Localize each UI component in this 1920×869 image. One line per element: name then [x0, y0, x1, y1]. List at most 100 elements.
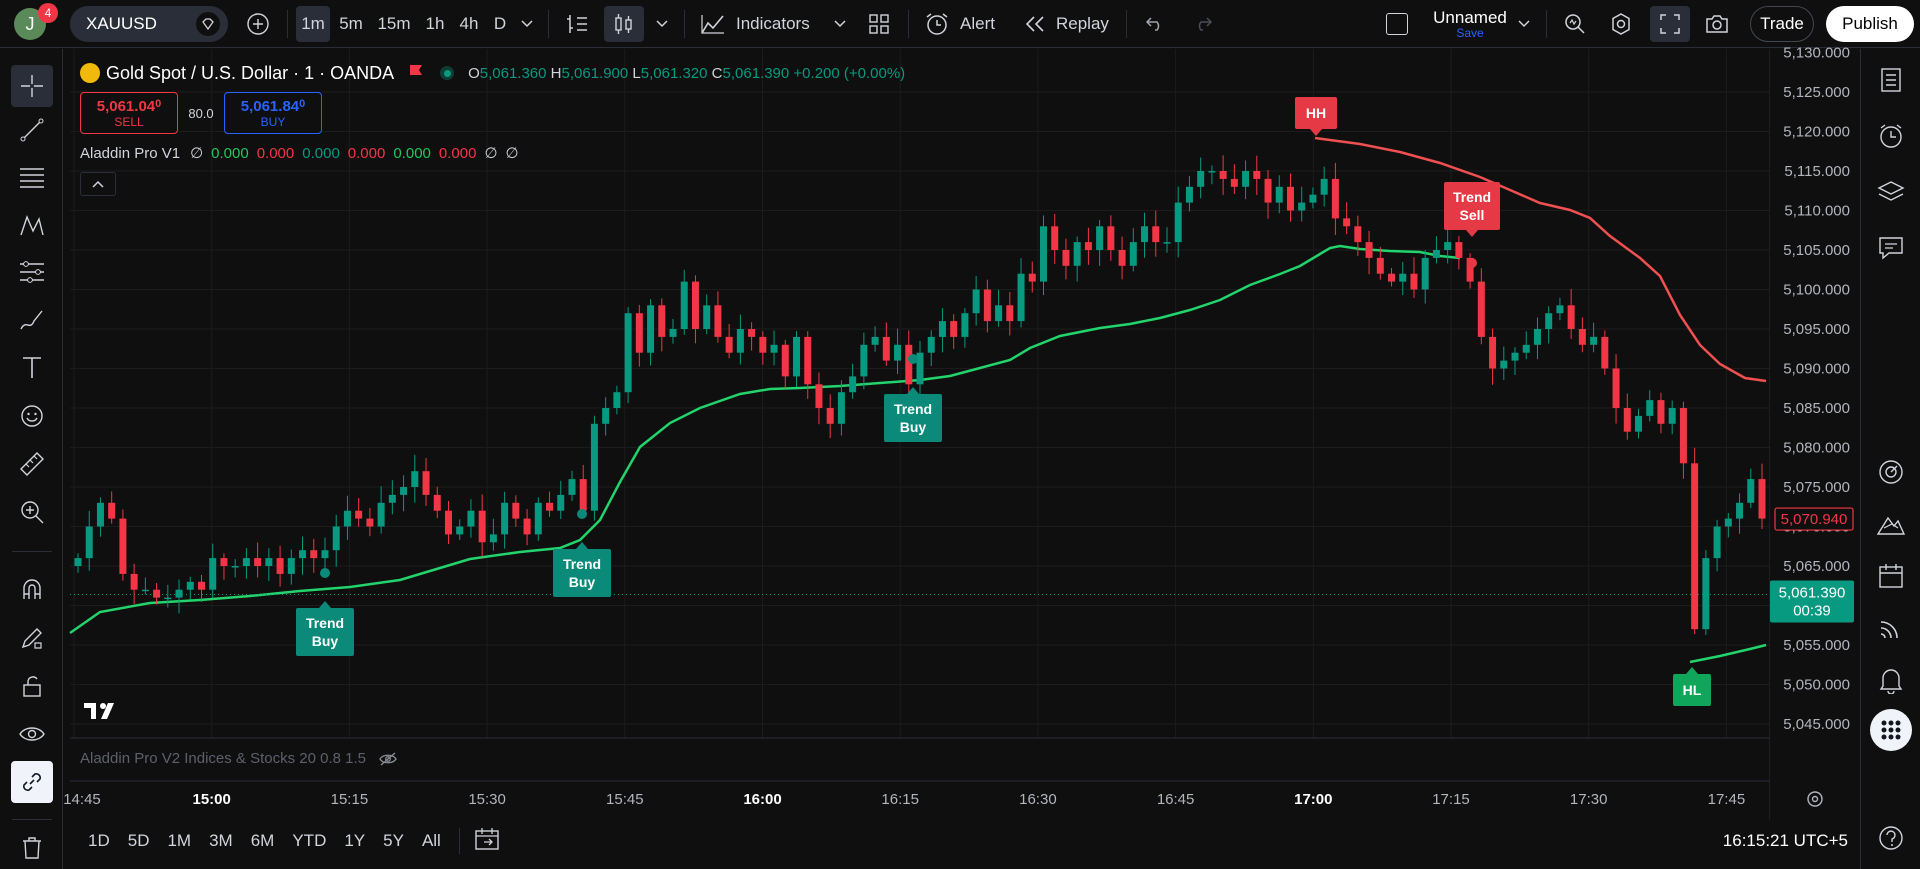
ruler-icon[interactable]: [11, 443, 53, 485]
candle-body: [1129, 242, 1137, 266]
indicators-chevron-icon[interactable]: [830, 6, 850, 42]
fib-lines-icon[interactable]: [11, 157, 53, 199]
stay-drawing-icon[interactable]: [11, 617, 53, 659]
fullscreen-icon[interactable]: [1650, 6, 1690, 42]
candle-body: [366, 518, 374, 527]
range-1Y[interactable]: 1Y: [344, 831, 366, 850]
range-All[interactable]: All: [421, 831, 441, 850]
publish-button[interactable]: Publish: [1826, 6, 1914, 42]
signal-icon[interactable]: [1870, 607, 1912, 649]
interval-1m[interactable]: 1m: [296, 6, 330, 42]
alert-button[interactable]: Alert: [924, 6, 1004, 42]
interval-dropdown-chevron-icon[interactable]: [517, 6, 537, 42]
marker-pointer: [1466, 230, 1478, 237]
layers-icon[interactable]: [1870, 171, 1912, 213]
range-YTD[interactable]: YTD: [292, 831, 327, 850]
crosshair-icon[interactable]: [11, 65, 53, 107]
flag-icon[interactable]: [408, 63, 424, 84]
chat-icon[interactable]: [1870, 227, 1912, 269]
zoom-in-icon[interactable]: [11, 491, 53, 533]
buy-price: 5,061.84: [240, 97, 300, 115]
alerts-clock-icon[interactable]: [1870, 115, 1912, 157]
settings-icon[interactable]: [1604, 6, 1638, 42]
clock-timezone[interactable]: 16:15:21 UTC+5: [1722, 831, 1848, 850]
range-1M[interactable]: 1M: [167, 831, 192, 850]
layout-name-button[interactable]: Unnamed Save: [1420, 6, 1520, 42]
indicators-button[interactable]: Indicators: [700, 6, 842, 42]
undo-icon[interactable]: [1140, 6, 1170, 42]
interval-5m[interactable]: 5m: [339, 14, 363, 33]
mountains-icon[interactable]: [1870, 503, 1912, 545]
redo-icon[interactable]: [1188, 6, 1218, 42]
spread-value: 80.0: [188, 105, 214, 121]
compass-icon[interactable]: [1870, 451, 1912, 493]
time-tick-label: 16:15: [881, 791, 919, 808]
candle-body: [343, 510, 351, 527]
emoji-icon[interactable]: [11, 395, 53, 437]
candle-body: [1455, 242, 1463, 258]
candle-body: [590, 423, 598, 511]
camera-icon[interactable]: [1700, 6, 1734, 42]
templates-icon[interactable]: [864, 6, 894, 42]
collapse-legend-button[interactable]: [80, 172, 116, 196]
candle-body: [624, 313, 632, 393]
candle-body: [523, 518, 531, 535]
prediction-icon[interactable]: [11, 251, 53, 293]
candle-body: [276, 558, 284, 574]
pattern-icon[interactable]: [11, 205, 53, 247]
user-avatar[interactable]: J 4: [10, 3, 58, 42]
marker-label-line2: Sell: [1460, 207, 1485, 223]
trend-line-icon[interactable]: [11, 109, 53, 151]
indicator-name[interactable]: Aladdin Pro V1: [80, 144, 181, 162]
time-tick-label: 14:45: [63, 791, 101, 808]
chart-type-chevron-icon[interactable]: [652, 6, 672, 42]
link-icon[interactable]: [11, 761, 53, 803]
candle-body: [1500, 360, 1508, 369]
candles-icon[interactable]: [604, 6, 644, 42]
brush-icon[interactable]: [11, 299, 53, 341]
sell-button[interactable]: 5,061.040 SELL: [80, 92, 178, 134]
interval-4h[interactable]: 4h: [459, 14, 479, 33]
calendar-icon[interactable]: [1870, 555, 1912, 597]
candle-body: [1578, 329, 1586, 345]
trash-icon[interactable]: [11, 827, 53, 869]
tradingview-logo[interactable]: [84, 700, 124, 727]
candle-body: [691, 281, 699, 329]
eye-icon[interactable]: [11, 713, 53, 755]
interval-D[interactable]: D: [493, 14, 507, 33]
trade-button[interactable]: Trade: [1750, 6, 1814, 42]
range-3M[interactable]: 3M: [209, 831, 233, 850]
buy-button[interactable]: 5,061.840 BUY: [224, 92, 322, 134]
replay-button[interactable]: Replay: [1024, 6, 1114, 42]
marker-label-line1: Trend: [1453, 189, 1491, 205]
layout-chevron-icon[interactable]: [1514, 6, 1534, 42]
watchlist-icon[interactable]: [1870, 59, 1912, 101]
lock-icon[interactable]: [11, 665, 53, 707]
help-icon[interactable]: [1870, 817, 1912, 859]
layout-square-icon[interactable]: [1382, 6, 1412, 42]
goto-date-icon[interactable]: [474, 827, 500, 856]
marker-pointer: [907, 387, 919, 394]
range-6M[interactable]: 6M: [250, 831, 275, 850]
range-1D[interactable]: 1D: [88, 831, 110, 850]
diamond-icon[interactable]: [196, 12, 220, 36]
candle-body: [1185, 186, 1193, 203]
interval-1h[interactable]: 1h: [425, 14, 445, 33]
apps-grid-icon[interactable]: [1870, 709, 1912, 751]
symbol-search[interactable]: XAUUSD: [70, 6, 228, 42]
symbol-title[interactable]: Gold Spot / U.S. Dollar · 1 · OANDA: [106, 62, 395, 83]
magnet-icon[interactable]: [11, 569, 53, 611]
eye-hidden-icon[interactable]: [378, 751, 398, 767]
bell-icon[interactable]: [1870, 659, 1912, 701]
range-5Y[interactable]: 5Y: [383, 831, 404, 850]
lower-pane-indicator[interactable]: Aladdin Pro V2 Indices & Stocks 20 0.8 1…: [80, 750, 398, 767]
candle-body: [377, 502, 385, 527]
interval-15m[interactable]: 15m: [377, 14, 411, 33]
layout-save[interactable]: Save: [1456, 25, 1484, 40]
add-symbol-icon[interactable]: [243, 6, 273, 42]
bottom-toolbar: 1D 5D 1M 3M 6M YTD 1Y 5Y All 16:15:21 UT…: [70, 820, 1860, 862]
quick-search-icon[interactable]: [1558, 6, 1592, 42]
text-icon[interactable]: [11, 347, 53, 389]
range-5D[interactable]: 5D: [127, 831, 150, 850]
bar-style-icon[interactable]: [560, 6, 594, 42]
